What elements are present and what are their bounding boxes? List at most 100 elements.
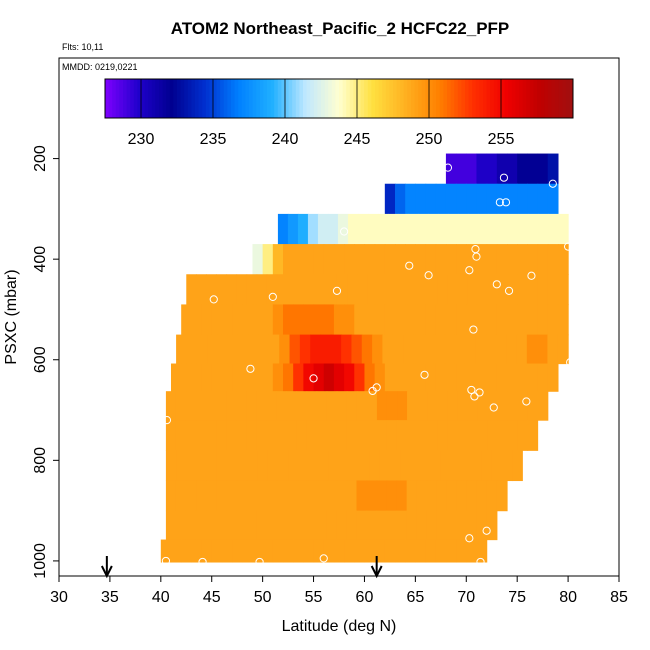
heatmap-cell xyxy=(306,420,318,451)
colorbar-segment xyxy=(277,79,282,118)
heatmap-cell xyxy=(386,480,398,512)
heatmap-cell xyxy=(374,304,386,336)
heatmap-cell xyxy=(313,244,325,275)
colorbar-segment xyxy=(375,79,380,118)
heatmap-cell xyxy=(477,274,489,306)
heatmap-cell xyxy=(216,480,227,512)
x-tick-label: 65 xyxy=(406,589,424,606)
heatmap-cell xyxy=(445,183,457,215)
colorbar-segment xyxy=(195,79,200,118)
heatmap-cell xyxy=(426,510,438,541)
heatmap-cell xyxy=(486,304,498,336)
heatmap-cell xyxy=(191,304,203,336)
y-tick-label: 200 xyxy=(32,145,49,172)
heatmap-cell xyxy=(369,450,381,482)
colorbar-segment xyxy=(569,79,574,118)
heatmap-cell xyxy=(272,539,284,563)
sample-point xyxy=(405,261,414,270)
colorbar-segment xyxy=(317,79,322,118)
colorbar-segment xyxy=(191,79,196,118)
sample-point xyxy=(309,374,318,383)
heatmap-cell xyxy=(557,304,569,336)
heatmap-cell xyxy=(248,334,260,365)
heatmap-cell xyxy=(310,334,322,365)
y-tick-label: 400 xyxy=(32,246,49,273)
heatmap-cell xyxy=(277,213,289,245)
colorbar-segment xyxy=(274,79,279,118)
heatmap-cell xyxy=(486,244,498,275)
heatmap-cell xyxy=(518,213,529,245)
heatmap-cell xyxy=(303,539,315,563)
heatmap-cell xyxy=(336,420,348,451)
colorbar-segment xyxy=(558,79,563,118)
x-tick-label: 45 xyxy=(203,589,221,606)
heatmap-cell xyxy=(433,334,445,365)
heatmap-cell xyxy=(428,213,439,245)
heatmap-cell xyxy=(466,539,478,563)
colorbar-segment xyxy=(216,79,221,118)
heatmap-cell xyxy=(448,213,459,245)
heatmap-cell xyxy=(339,450,350,482)
colorbar-segment xyxy=(241,79,246,118)
colorbar-segment xyxy=(259,79,264,118)
heatmap-cell xyxy=(341,334,353,365)
heatmap-cell xyxy=(242,539,254,563)
x-tick-label: 40 xyxy=(152,589,170,606)
heatmap-cell xyxy=(447,420,458,451)
colorbar-segment xyxy=(565,79,570,118)
heatmap-cell xyxy=(326,274,338,306)
heatmap-cell xyxy=(517,244,528,275)
sample-point xyxy=(482,526,491,535)
heatmap-cell xyxy=(293,304,304,336)
heatmap-cell xyxy=(430,450,442,482)
heatmap-cell xyxy=(464,334,476,365)
colorbar-segment xyxy=(367,79,372,118)
heatmap-cell xyxy=(296,391,308,421)
heatmap-cell xyxy=(232,304,243,336)
colorbar-segment xyxy=(119,79,124,118)
heatmap-cell xyxy=(221,363,233,392)
sample-point xyxy=(246,364,255,373)
heatmap-cell xyxy=(256,274,268,306)
heatmap-cell xyxy=(186,450,198,482)
heatmap-cell xyxy=(557,244,569,275)
heatmap-cell xyxy=(458,213,469,245)
colorbar-segment xyxy=(105,79,110,118)
heatmap-cell xyxy=(286,510,297,541)
heatmap-cell xyxy=(496,153,508,185)
heatmap-cell xyxy=(246,480,257,512)
colorbar-segment xyxy=(306,79,311,118)
heatmap-cell xyxy=(217,334,229,365)
heatmap-cell xyxy=(476,363,488,392)
heatmap-cell xyxy=(537,334,549,365)
heatmap-cell xyxy=(507,304,518,336)
heatmap-cell xyxy=(316,510,327,541)
colorbar-segment xyxy=(418,79,423,118)
heatmap-cell xyxy=(283,244,294,275)
heatmap-cell xyxy=(236,391,247,421)
heatmap-cell xyxy=(457,274,469,306)
heatmap-cell xyxy=(354,539,366,563)
heatmap-cell xyxy=(246,510,257,541)
colorbar-segment xyxy=(450,79,455,118)
heatmap-cell xyxy=(526,334,538,365)
latitude-arrows xyxy=(100,556,383,579)
heatmap-cells xyxy=(160,153,569,563)
heatmap-cell xyxy=(165,420,177,451)
heatmap-cell xyxy=(366,480,378,512)
sample-point xyxy=(467,385,476,395)
heatmap-cell xyxy=(276,510,287,541)
heatmap-cell xyxy=(366,391,378,421)
colorbar-segment xyxy=(339,79,344,118)
colorbar-segment xyxy=(256,79,261,118)
colorbar-segment xyxy=(267,79,272,118)
sample-point xyxy=(198,557,207,567)
heatmap-cell xyxy=(456,244,467,275)
heatmap-cell xyxy=(316,480,328,512)
sample-point xyxy=(255,557,264,567)
heatmap-cell xyxy=(425,304,437,336)
colorbar-segment xyxy=(544,79,549,118)
colorbar-segment xyxy=(407,79,412,118)
heatmap-cell xyxy=(538,213,549,245)
colorbar-segment xyxy=(429,79,434,118)
